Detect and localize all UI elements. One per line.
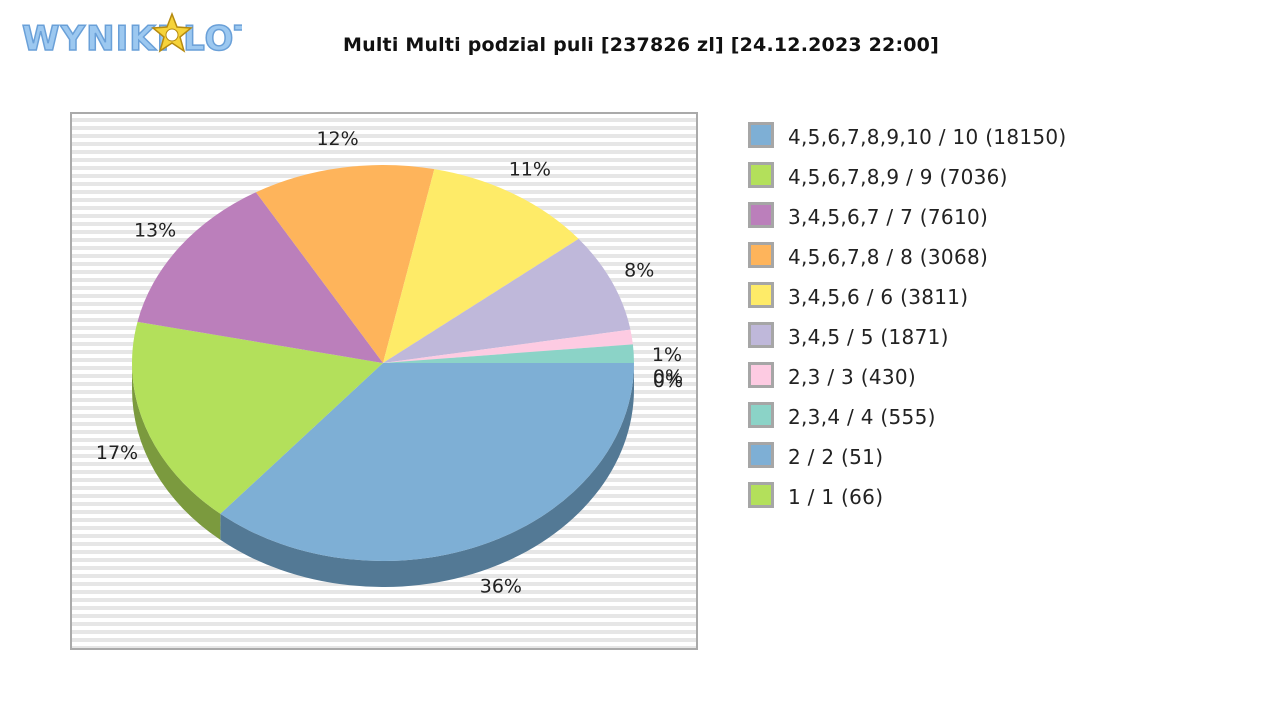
legend-swatch	[748, 162, 774, 188]
pie-slice	[383, 169, 579, 363]
legend-item: 3,4,5 / 5 (1871)	[748, 320, 1268, 360]
legend-item: 2 / 2 (51)	[748, 440, 1268, 480]
pie-slice-side	[220, 363, 634, 588]
legend-label: 2,3 / 3 (430)	[788, 365, 917, 389]
chart-title: Multi Multi podzial puli [237826 zl] [24…	[342, 34, 939, 56]
pie-slice	[383, 238, 631, 363]
legend-item: 2,3 / 3 (430)	[748, 360, 1268, 400]
legend-swatch	[748, 322, 774, 348]
legend-swatch	[748, 442, 774, 468]
pie-percent-label: 0%	[653, 370, 683, 392]
legend-label: 3,4,5,6,7 / 7 (7610)	[788, 205, 989, 229]
legend-label: 4,5,6,7,8,9 / 9 (7036)	[788, 165, 1008, 189]
legend-label: 2,3,4 / 4 (555)	[788, 405, 936, 429]
pie-slice	[131, 321, 383, 514]
pie-percent-label: 8%	[624, 259, 654, 281]
legend-item: 1 / 1 (66)	[748, 480, 1268, 520]
legend-item: 4,5,6,7,8 / 8 (3068)	[748, 240, 1268, 280]
pie-slice	[383, 329, 633, 363]
logo-text: WYNIKI LOTTO	[22, 19, 242, 59]
pie-slice	[137, 192, 383, 363]
legend: 4,5,6,7,8,9,10 / 10 (18150) 4,5,6,7,8,9 /…	[748, 120, 1268, 520]
legend-label: 2 / 2 (51)	[788, 445, 884, 469]
legend-item: 3,4,5,6 / 6 (3811)	[748, 280, 1268, 320]
logo-star-icon	[151, 11, 193, 53]
legend-swatch	[748, 362, 774, 388]
legend-label: 4,5,6,7,8 / 8 (3068)	[788, 245, 989, 269]
legend-label: 1 / 1 (66)	[788, 485, 884, 509]
pie-slice-side	[132, 363, 221, 540]
pie-side-walls	[132, 363, 634, 588]
pie-percent-label: 17%	[96, 442, 138, 464]
legend-swatch	[748, 202, 774, 228]
pie-slices	[131, 164, 634, 562]
legend-label: 4,5,6,7,8,9,10 / 10 (18150)	[788, 125, 1067, 149]
legend-label: 3,4,5 / 5 (1871)	[788, 325, 949, 349]
legend-swatch	[748, 242, 774, 268]
pie-percent-labels: 36%17%13%12%11%8%1%0%0%	[96, 128, 683, 598]
pie-percent-label: 13%	[134, 220, 176, 242]
pie-percent-label: 12%	[316, 128, 358, 150]
pie-percent-label: 36%	[480, 576, 522, 598]
legend-item: 4,5,6,7,8,9,10 / 10 (18150)	[748, 120, 1268, 160]
legend-swatch	[748, 122, 774, 148]
pie-slice	[220, 363, 634, 562]
pie-slice	[255, 164, 435, 363]
wyniki-lotto-logo: WYNIKI LOTTO	[21, 11, 242, 60]
legend-item: 2,3,4 / 4 (555)	[748, 400, 1268, 440]
legend-item: 4,5,6,7,8,9 / 9 (7036)	[748, 160, 1268, 200]
legend-swatch	[748, 282, 774, 308]
pie-percent-label: 1%	[652, 344, 682, 366]
pie-slice	[383, 344, 634, 363]
legend-swatch	[748, 402, 774, 428]
pie-percent-label: 11%	[509, 159, 551, 181]
legend-swatch	[748, 482, 774, 508]
legend-label: 3,4,5,6 / 6 (3811)	[788, 285, 969, 309]
legend-item: 3,4,5,6,7 / 7 (7610)	[748, 200, 1268, 240]
pie-percent-label: 0%	[653, 366, 683, 388]
